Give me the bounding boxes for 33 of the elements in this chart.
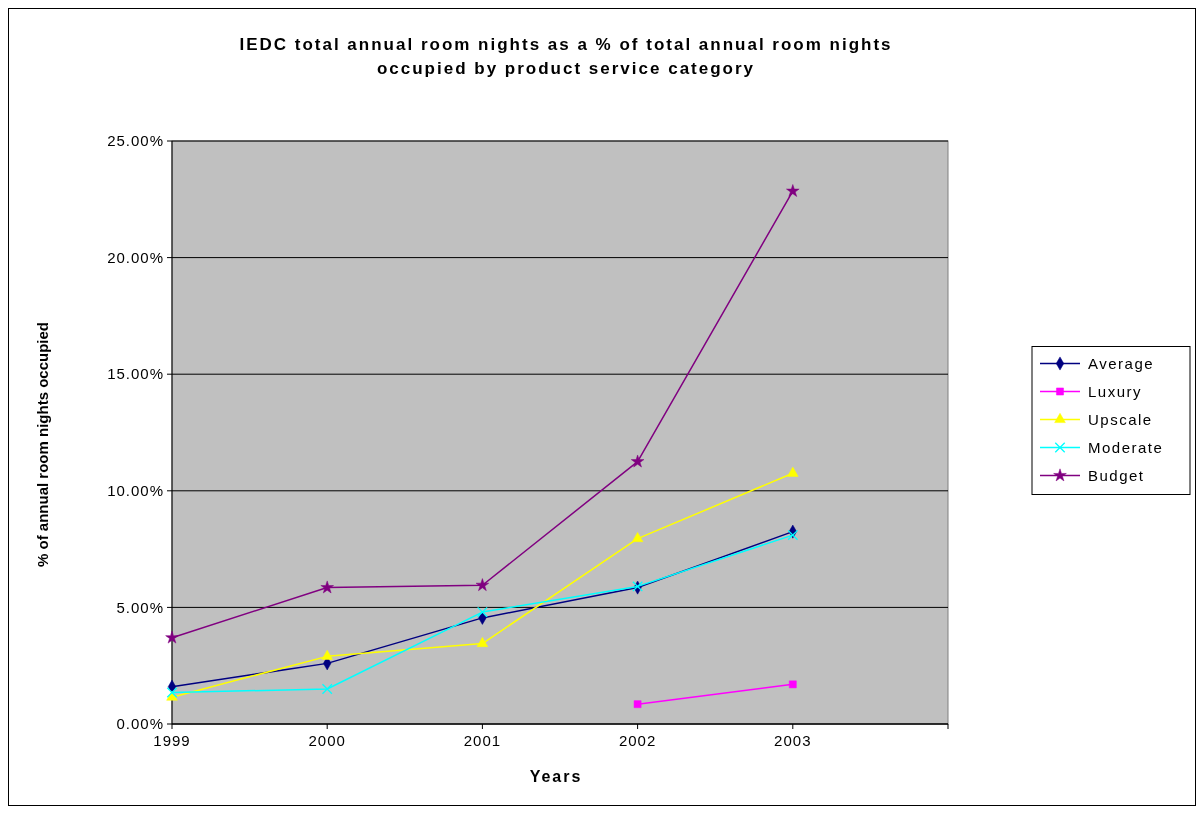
y-axis-title: % of annual room nights occupied bbox=[34, 321, 51, 568]
point bbox=[477, 606, 488, 618]
legend-label: Average bbox=[1088, 354, 1155, 372]
y-tick-label: 10.00% bbox=[107, 482, 164, 500]
point bbox=[165, 630, 179, 644]
point bbox=[786, 184, 800, 197]
point bbox=[787, 529, 799, 541]
x-tick-label: 2001 bbox=[463, 732, 502, 749]
x-tick-label: 2002 bbox=[618, 732, 657, 749]
y-tick-label: 25.00% bbox=[107, 132, 164, 150]
y-tick-label: 0.00% bbox=[116, 715, 164, 733]
point bbox=[631, 454, 645, 468]
point bbox=[321, 683, 333, 695]
x-axis-title: Years bbox=[529, 768, 583, 785]
point bbox=[787, 466, 799, 477]
point bbox=[789, 680, 797, 689]
legend-label: Luxury bbox=[1088, 382, 1143, 400]
x-tick-label: 1999 bbox=[153, 732, 191, 749]
point bbox=[475, 578, 489, 591]
y-tick-label: 5.00% bbox=[116, 598, 164, 616]
x-tick-label: 2000 bbox=[308, 732, 346, 749]
y-tick-label: 20.00% bbox=[107, 248, 164, 266]
legend-label: Upscale bbox=[1088, 410, 1153, 428]
point bbox=[633, 700, 642, 708]
point bbox=[320, 580, 334, 594]
legend-label: Budget bbox=[1088, 466, 1145, 484]
chart-title: IEDC total annual room nights as a % of total annual room nights occupied by product service category bbox=[239, 35, 893, 78]
point bbox=[631, 532, 644, 542]
y-tick-label: 15.00% bbox=[107, 365, 164, 383]
point bbox=[321, 649, 333, 660]
x-tick-label: 2003 bbox=[774, 732, 812, 749]
point bbox=[476, 637, 489, 647]
legend-label: Moderate bbox=[1088, 438, 1164, 456]
